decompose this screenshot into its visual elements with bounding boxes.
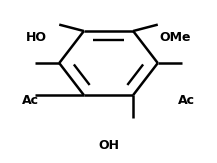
- Text: HO: HO: [26, 31, 47, 44]
- Text: OMe: OMe: [159, 31, 191, 44]
- Text: Ac: Ac: [178, 94, 195, 107]
- Text: OH: OH: [98, 139, 119, 152]
- Text: Ac: Ac: [22, 94, 39, 107]
